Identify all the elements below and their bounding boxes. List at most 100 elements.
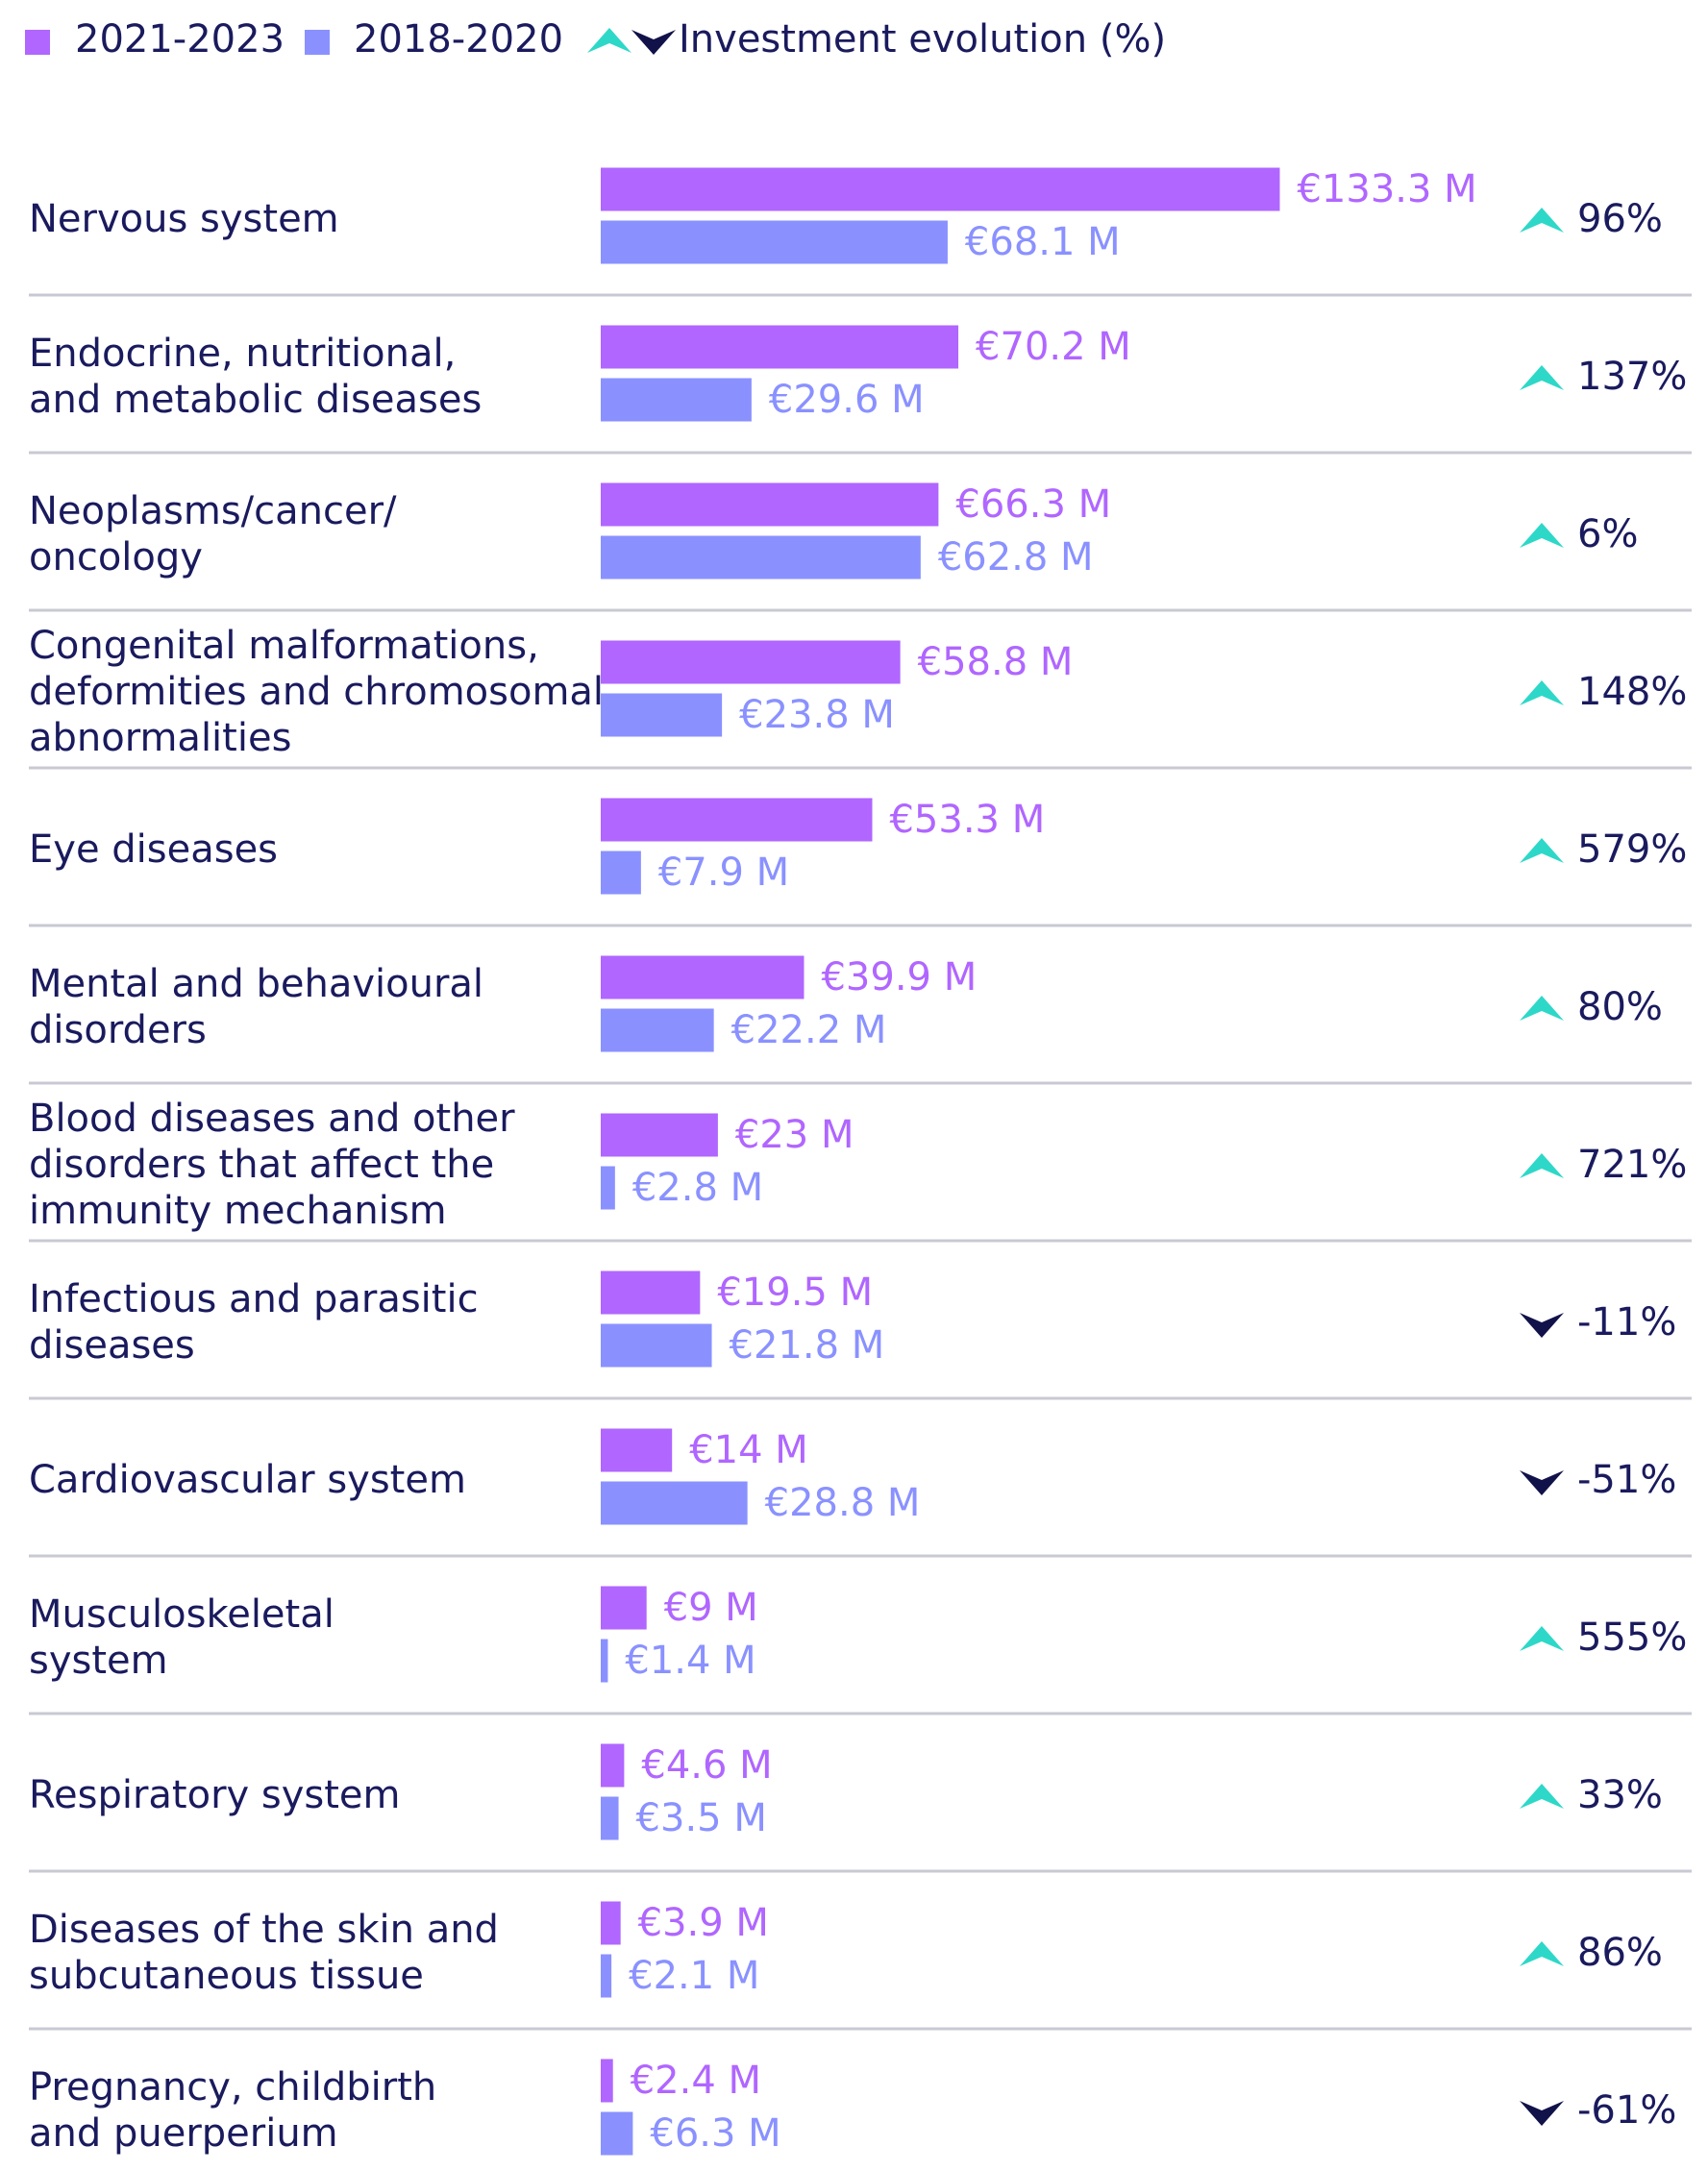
category-label: Neoplasms/cancer/oncology [29, 489, 397, 580]
bar-value-label: €23.8 M [739, 693, 895, 737]
bar [601, 1901, 621, 1945]
bar-value-label: €19.5 M [717, 1271, 873, 1315]
category-line: Eye diseases [29, 827, 278, 872]
category-line: Cardiovascular system [29, 1458, 466, 1502]
category-line: Diseases of the skin and [29, 1908, 499, 1952]
legend-swatch [25, 30, 50, 55]
bar [601, 325, 959, 369]
category-label: Respiratory system [29, 1773, 401, 1817]
evolution-label: 579% [1577, 827, 1687, 872]
bar-value-label: €53.3 M [889, 798, 1045, 842]
bar-value-label: €22.2 M [731, 1008, 887, 1052]
bar [601, 1954, 612, 1998]
bar [601, 955, 804, 999]
category-label: Nervous system [29, 197, 339, 241]
category-line: and metabolic diseases [29, 378, 482, 422]
bar-value-label: €3.9 M [638, 1901, 769, 1945]
bar-value-label: €3.5 M [636, 1796, 767, 1840]
category-line: Musculoskeletal [29, 1592, 334, 1637]
category-label: Congenital malformations, deformities and… [29, 624, 604, 760]
evolution-label: 86% [1577, 1931, 1663, 1975]
evolution-up-arrow [1520, 1153, 1564, 1178]
legend-swatch [305, 30, 330, 55]
bar-value-label: €29.6 M [769, 378, 925, 422]
category-label: Pregnancy, childbirth and puerperium [29, 2065, 436, 2156]
bar-value-label: €62.8 M [938, 535, 1094, 580]
evolution-up-arrow [1520, 680, 1564, 705]
bar [601, 167, 1280, 211]
bar-value-label: €39.9 M [821, 955, 977, 999]
category-line: diseases [29, 1323, 195, 1368]
bar-value-label: €2.4 M [631, 2059, 761, 2103]
bar [601, 640, 901, 684]
evolution-up-arrow [1520, 208, 1564, 233]
bar [601, 1639, 608, 1683]
category-line: and puerperium [29, 2111, 338, 2156]
category-label: Diseases of the skin and subcutaneous tis… [29, 1908, 499, 1998]
category-line: disorders that affect the [29, 1143, 494, 1187]
legend-down-icon [631, 30, 676, 55]
bar-value-label: €9 M [664, 1586, 758, 1630]
evolution-label: 6% [1577, 512, 1638, 556]
bar [601, 1323, 712, 1368]
bar [601, 1166, 615, 1210]
bar-value-label: €68.1 M [965, 220, 1121, 264]
evolution-up-arrow [1520, 365, 1564, 390]
category-line: Mental and behavioural [29, 962, 483, 1006]
bar-value-label: €28.8 M [765, 1481, 921, 1525]
category-line: Blood diseases and other [29, 1097, 515, 1141]
category-label: Infectious and parasitic diseases [29, 1277, 479, 1368]
bar-value-label: €2.8 M [632, 1166, 763, 1210]
evolution-up-arrow [1520, 523, 1564, 548]
bar [601, 693, 723, 737]
bar [601, 851, 641, 895]
category-line: oncology [29, 535, 203, 580]
category-line: disorders [29, 1008, 207, 1052]
bar [601, 1428, 673, 1472]
bar [601, 1796, 619, 1840]
evolution-label: 96% [1577, 197, 1663, 241]
legend-label: Investment evolution (%) [679, 17, 1166, 62]
category-label: Musculoskeletal system [29, 1592, 334, 1683]
category-line: Neoplasms/cancer/ [29, 489, 397, 533]
bar-value-label: €6.3 M [650, 2111, 780, 2156]
bar [601, 378, 752, 422]
category-line: Endocrine, nutritional, [29, 332, 456, 376]
evolution-label: -11% [1577, 1300, 1676, 1345]
bar-value-label: €58.8 M [918, 640, 1074, 684]
category-label: Mental and behavioural disorders [29, 962, 483, 1052]
legend-label: 2021-2023 [75, 17, 285, 62]
bar [601, 1743, 625, 1788]
bar [601, 482, 939, 527]
category-line: Nervous system [29, 197, 339, 241]
evolution-label: -61% [1577, 2088, 1676, 2133]
category-line: deformities and chromosomal [29, 670, 604, 714]
bar-value-label: €70.2 M [976, 325, 1131, 369]
bar [601, 220, 948, 264]
bar-value-label: €14 M [689, 1428, 808, 1472]
bar-value-label: €66.3 M [955, 482, 1111, 527]
evolution-up-arrow [1520, 1626, 1564, 1651]
category-label: Eye diseases [29, 827, 278, 872]
bar [601, 798, 873, 842]
bar [601, 1113, 718, 1157]
bar [601, 535, 921, 580]
bar-value-label: €21.8 M [730, 1323, 885, 1368]
category-line: Respiratory system [29, 1773, 401, 1817]
bar [601, 2111, 633, 2156]
evolution-down-arrow [1520, 1313, 1564, 1338]
category-line: Pregnancy, childbirth [29, 2065, 436, 2109]
category-line: subcutaneous tissue [29, 1954, 424, 1998]
evolution-up-arrow [1520, 1941, 1564, 1966]
legend-up-icon [587, 28, 631, 53]
evolution-label: 555% [1577, 1616, 1687, 1660]
bar-value-label: €7.9 M [658, 851, 789, 895]
legend-label: 2018-2020 [354, 17, 563, 62]
evolution-label: 33% [1577, 1773, 1663, 1817]
evolution-label: 148% [1577, 670, 1687, 714]
evolution-down-arrow [1520, 2101, 1564, 2126]
evolution-label: -51% [1577, 1458, 1676, 1502]
bar-value-label: €1.4 M [625, 1639, 755, 1683]
bar-value-label: €23 M [735, 1113, 854, 1157]
